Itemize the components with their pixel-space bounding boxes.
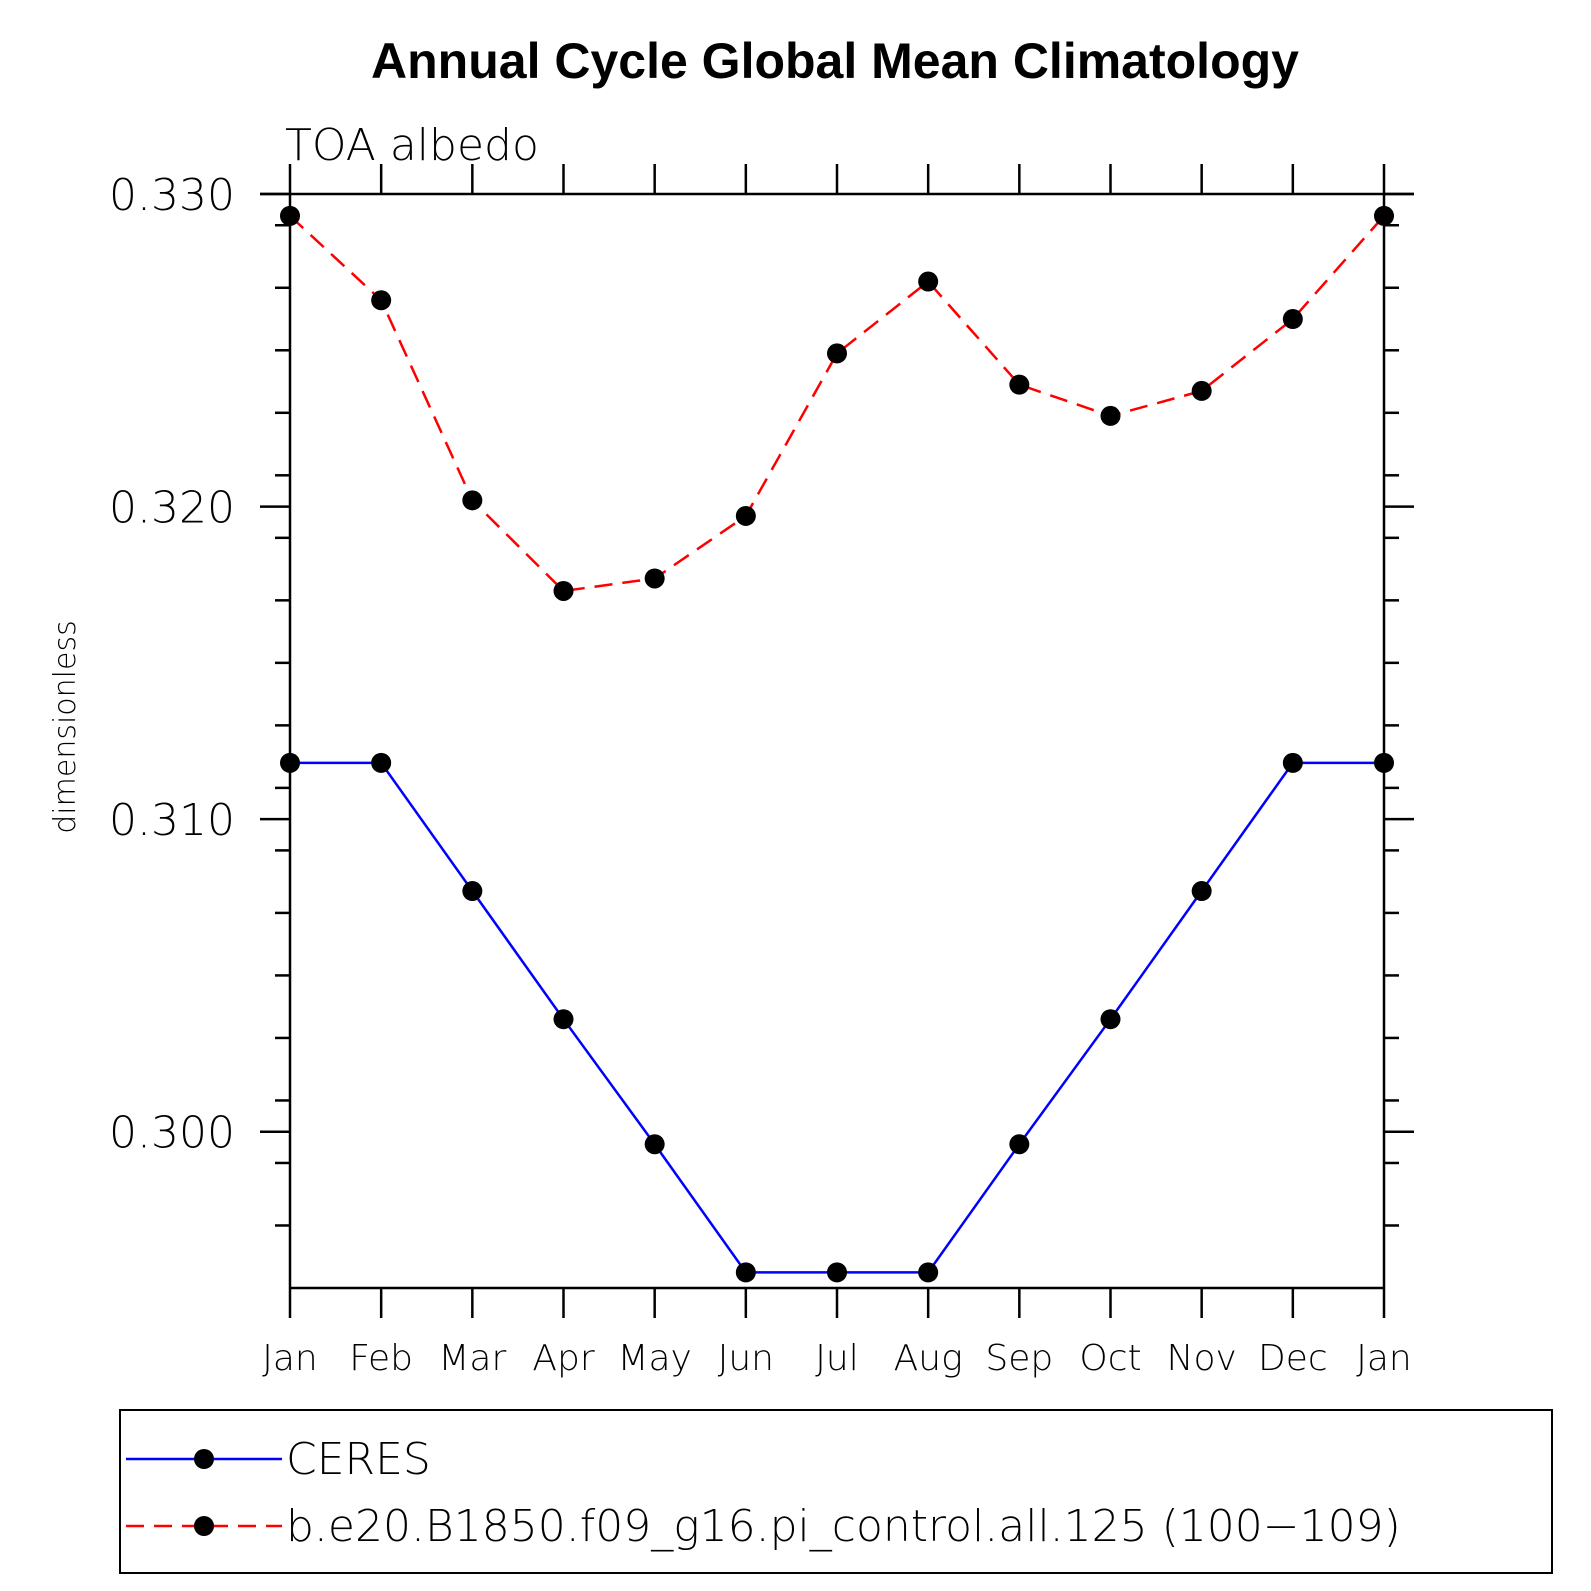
- data-point: [735, 505, 756, 526]
- x-tick-label: Oct: [1079, 1338, 1141, 1379]
- y-tick-label: 0.310: [109, 795, 235, 846]
- data-point: [644, 1134, 665, 1155]
- data-point: [1282, 309, 1303, 330]
- data-point: [1191, 380, 1212, 401]
- x-tick-label: Dec: [1258, 1338, 1328, 1379]
- data-point: [1100, 405, 1121, 426]
- y-tick-label: 0.330: [109, 170, 235, 221]
- data-point: [280, 205, 300, 226]
- data-point: [1009, 1134, 1030, 1155]
- legend-marker-ceres: [194, 1449, 214, 1469]
- x-tick-label: Jun: [718, 1338, 774, 1379]
- x-tick-label: Jan: [262, 1338, 318, 1379]
- data-point: [735, 1262, 756, 1283]
- data-point: [280, 752, 300, 773]
- legend-entry-ceres: CERES: [126, 1434, 431, 1485]
- data-point: [918, 1262, 939, 1283]
- data-point: [644, 568, 665, 589]
- data-point: [1282, 752, 1303, 773]
- data-point: [918, 271, 939, 292]
- data-point: [827, 343, 847, 364]
- data-point: [1191, 881, 1212, 902]
- series-layer: [280, 205, 1394, 1283]
- chart-title: Annual Cycle Global Mean Climatology: [371, 33, 1299, 89]
- data-point: [1374, 205, 1394, 226]
- data-point: [1009, 374, 1030, 395]
- x-tick-label: May: [617, 1338, 691, 1379]
- data-point: [1374, 752, 1394, 773]
- data-point: [371, 752, 392, 773]
- legend-label-model: b.e20.B1850.f09_g16.pi_control.all.125 (…: [286, 1501, 1401, 1552]
- series-line-1: [289, 214, 1385, 593]
- chart-subtitle: TOA albedo: [285, 120, 539, 171]
- x-tick-label: Feb: [349, 1338, 413, 1379]
- x-tick-label: Sep: [985, 1338, 1053, 1379]
- x-tick-label: Mar: [438, 1338, 506, 1379]
- data-point: [462, 490, 483, 511]
- y-tick-label: 0.320: [109, 483, 235, 534]
- y-axis-label: dimensionless: [48, 620, 83, 833]
- data-point: [827, 1262, 847, 1283]
- x-tick-label: Aug: [894, 1338, 963, 1379]
- legend-entry-model: b.e20.B1850.f09_g16.pi_control.all.125 (…: [126, 1501, 1401, 1552]
- x-tick-label: Jan: [1356, 1338, 1412, 1379]
- x-tick-label: Nov: [1167, 1338, 1237, 1379]
- data-point: [371, 290, 392, 311]
- data-point: [462, 881, 483, 902]
- legend-label-ceres: CERES: [286, 1434, 431, 1485]
- legend-box: [119, 1409, 1553, 1574]
- data-point: [1100, 1009, 1121, 1030]
- data-point: [553, 1009, 574, 1030]
- axes: Jan Feb Mar Apr May Jun Jul Aug Sep Oct Nov Dec Jan 0…: [109, 164, 1414, 1379]
- legend-marker-model: [194, 1516, 214, 1536]
- y-tick-label: 0.300: [109, 1108, 235, 1159]
- data-point: [553, 580, 574, 601]
- x-tick-label: Jul: [815, 1338, 858, 1379]
- x-tick-label: Apr: [532, 1338, 594, 1379]
- series-line-0: [290, 761, 1384, 1274]
